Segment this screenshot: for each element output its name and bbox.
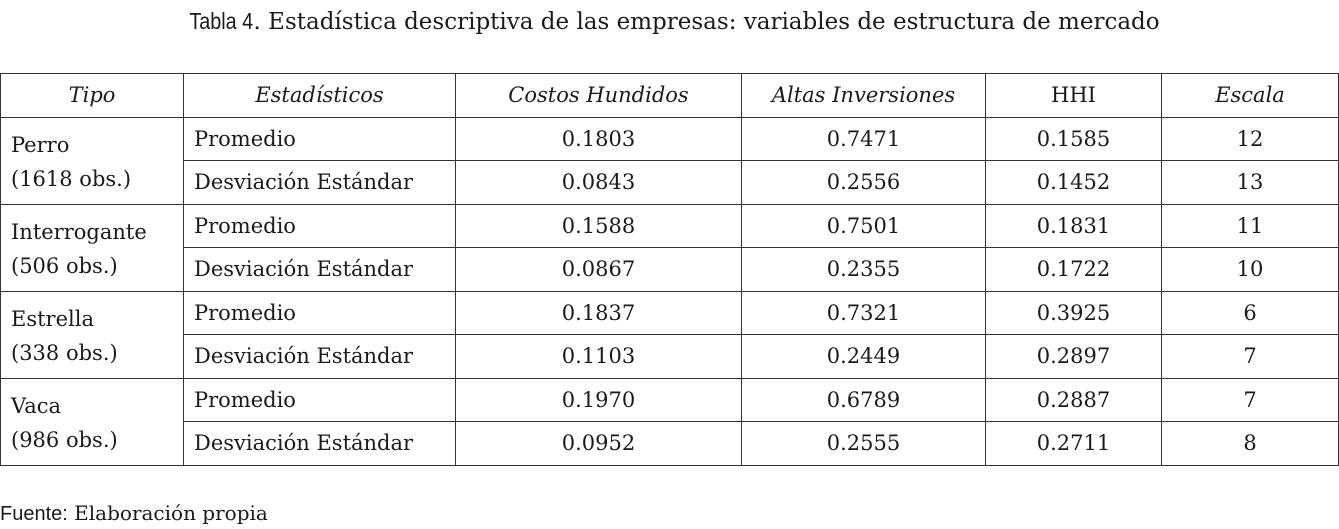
table-row: Desviación Estándar 0.0867 0.2355 0.1722…	[1, 247, 1339, 292]
table-row: Vaca (986 obs.) Promedio 0.1970 0.6789 0…	[0, 377, 1339, 466]
type-name: Estrella	[11, 306, 94, 331]
caption-label: Tabla 4	[189, 8, 254, 34]
type-obs: (1618 obs.)	[11, 166, 132, 191]
costos-hundidos-value: 0.0843	[455, 160, 742, 205]
stat-label: Desviación Estándar	[183, 421, 456, 466]
altas-inversiones-value: 0.2355	[741, 247, 986, 292]
table-row: Interrogante (506 obs.) Promedio 0.1588 …	[0, 203, 1339, 292]
table-body: Perro (1618 obs.) Promedio 0.1803 0.7471…	[0, 116, 1339, 466]
type-obs: (986 obs.)	[11, 427, 118, 452]
hhi-value: 0.2897	[985, 334, 1162, 379]
hhi-value: 0.2711	[985, 421, 1162, 466]
stat-label: Promedio	[183, 203, 456, 248]
type-name: Vaca	[11, 393, 62, 418]
escala-value: 7	[1161, 377, 1339, 422]
table-row: Desviación Estándar 0.0843 0.2556 0.1452…	[1, 160, 1339, 205]
source-note: Fuente: Elaboración propia	[0, 500, 268, 527]
altas-inversiones-value: 0.2555	[741, 421, 986, 466]
table-caption: Tabla 4. Estadística descriptiva de las …	[0, 6, 1339, 37]
table-row: Perro (1618 obs.) Promedio 0.1803 0.7471…	[0, 116, 1339, 205]
altas-inversiones-value: 0.7471	[741, 116, 986, 161]
altas-inversiones-value: 0.7321	[741, 290, 986, 335]
type-cell-vaca: Vaca (986 obs.)	[0, 377, 184, 466]
altas-inversiones-value: 0.6789	[741, 377, 986, 422]
header-altas-inversiones: Altas Inversiones	[741, 73, 986, 118]
escala-value: 8	[1161, 421, 1339, 466]
hhi-value: 0.1585	[985, 116, 1162, 161]
table-row: Desviación Estándar 0.0952 0.2555 0.2711…	[1, 421, 1339, 466]
caption-text: Estadística descriptiva de las empresas:…	[260, 9, 1160, 35]
stat-label: Promedio	[183, 290, 456, 335]
escala-value: 6	[1161, 290, 1339, 335]
type-obs: (506 obs.)	[11, 253, 118, 278]
header-estadisticos: Estadísticos	[183, 73, 456, 118]
hhi-value: 0.1452	[985, 160, 1162, 205]
stat-label: Desviación Estándar	[183, 247, 456, 292]
type-cell-estrella: Estrella (338 obs.)	[0, 290, 184, 379]
escala-value: 13	[1161, 160, 1339, 205]
table-header: Tipo Estadísticos Costos Hundidos Altas …	[0, 73, 1339, 118]
statistics-table: Tipo Estadísticos Costos Hundidos Altas …	[0, 73, 1339, 466]
stat-label: Desviación Estándar	[183, 160, 456, 205]
costos-hundidos-value: 0.0952	[455, 421, 742, 466]
escala-value: 10	[1161, 247, 1339, 292]
stat-label: Promedio	[183, 116, 456, 161]
header-escala: Escala	[1161, 73, 1339, 118]
table-row: Estrella (338 obs.) Promedio 0.1837 0.73…	[0, 290, 1339, 379]
type-name: Perro	[11, 132, 70, 157]
escala-value: 11	[1161, 203, 1339, 248]
table-row: Desviación Estándar 0.1103 0.2449 0.2897…	[1, 334, 1339, 379]
header-hhi: HHI	[985, 73, 1162, 118]
escala-value: 12	[1161, 116, 1339, 161]
altas-inversiones-value: 0.7501	[741, 203, 986, 248]
type-name: Interrogante	[11, 219, 147, 244]
header-costos-hundidos: Costos Hundidos	[455, 73, 742, 118]
escala-value: 7	[1161, 334, 1339, 379]
altas-inversiones-value: 0.2449	[741, 334, 986, 379]
hhi-value: 0.1831	[985, 203, 1162, 248]
caption-separator: .	[253, 9, 261, 35]
type-obs: (338 obs.)	[11, 340, 118, 365]
source-text: Elaboración propia	[67, 501, 268, 525]
costos-hundidos-value: 0.0867	[455, 247, 742, 292]
costos-hundidos-value: 0.1103	[455, 334, 742, 379]
hhi-value: 0.3925	[985, 290, 1162, 335]
costos-hundidos-value: 0.1837	[455, 290, 742, 335]
costos-hundidos-value: 0.1803	[455, 116, 742, 161]
costos-hundidos-value: 0.1588	[455, 203, 742, 248]
source-label: Fuente:	[0, 503, 68, 525]
costos-hundidos-value: 0.1970	[455, 377, 742, 422]
stat-label: Promedio	[183, 377, 456, 422]
type-cell-perro: Perro (1618 obs.)	[0, 116, 184, 205]
altas-inversiones-value: 0.2556	[741, 160, 986, 205]
stat-label: Desviación Estándar	[183, 334, 456, 379]
hhi-value: 0.2887	[985, 377, 1162, 422]
hhi-value: 0.1722	[985, 247, 1162, 292]
header-tipo: Tipo	[0, 73, 184, 118]
header-row: Tipo Estadísticos Costos Hundidos Altas …	[0, 73, 1339, 118]
type-cell-interrogante: Interrogante (506 obs.)	[0, 203, 184, 292]
